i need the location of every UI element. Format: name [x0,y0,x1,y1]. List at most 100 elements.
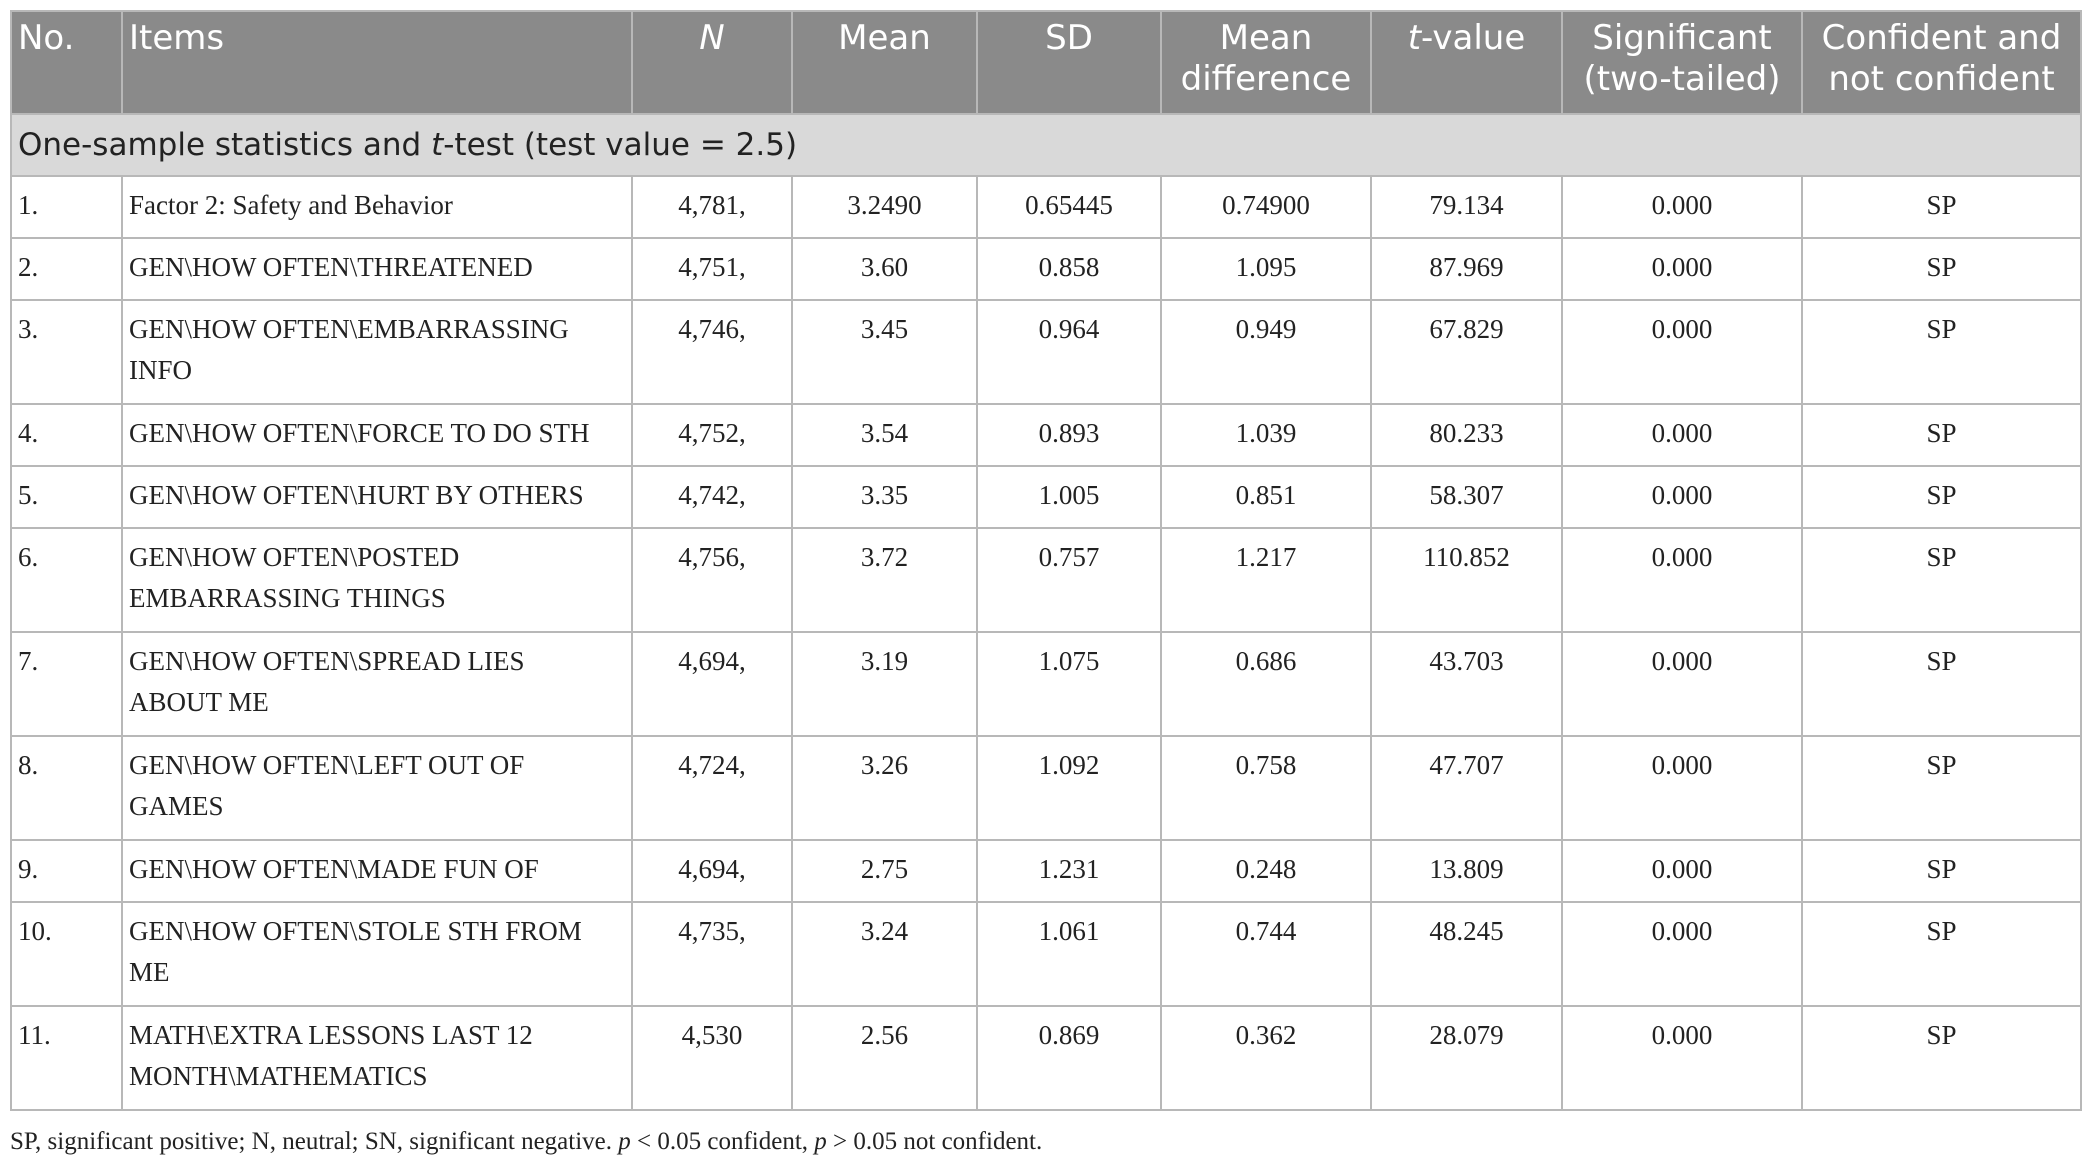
cell-mean-difference: 0.758 [1160,735,1372,841]
cell-sd: 0.858 [976,237,1162,301]
cell-sd: 1.231 [976,839,1162,903]
cell-item-line1: GEN\HOW OFTEN\EMBARRASSING [129,314,569,344]
cell-no: 10. [10,901,123,1007]
cell-significant: 0.000 [1561,175,1803,239]
results-table-container: No. Items N Mean SD Mean difference t-va… [10,10,2082,1111]
cell-t-value: 79.134 [1370,175,1563,239]
header-confident: Confident and not confident [1801,10,2082,115]
cell-sd: 0.869 [976,1005,1162,1111]
cell-item-line1: GEN\HOW OFTEN\SPREAD LIES [129,646,525,676]
cell-item-line2: ME [129,957,170,987]
footnote-p1: p [618,1128,631,1155]
header-t-value-rest: -value [1421,18,1526,58]
cell-mean-difference: 1.217 [1160,527,1372,633]
cell-item-line2: GAMES [129,791,224,821]
cell-significant: 0.000 [1561,403,1803,467]
cell-mean-difference: 0.248 [1160,839,1372,903]
cell-mean-difference: 0.74900 [1160,175,1372,239]
cell-confident: SP [1801,527,2082,633]
section-title-suffix: -test (test value = 2.5) [443,126,798,163]
cell-no: 4. [10,403,123,467]
cell-item: GEN\HOW OFTEN\HURT BY OTHERS [121,465,633,529]
cell-no: 7. [10,631,123,737]
cell-confident: SP [1801,403,2082,467]
footnote-part3: > 0.05 not confident. [826,1128,1043,1155]
cell-item-line2: MONTH\MATHEMATICS [129,1061,428,1091]
cell-significant: 0.000 [1561,465,1803,529]
cell-item: GEN\HOW OFTEN\MADE FUN OF [121,839,633,903]
cell-t-value: 80.233 [1370,403,1563,467]
header-mean-difference: Mean difference [1160,10,1372,115]
cell-item-line2: ABOUT ME [129,687,269,717]
cell-significant: 0.000 [1561,901,1803,1007]
cell-t-value: 87.969 [1370,237,1563,301]
cell-no: 3. [10,299,123,405]
header-row: No. Items N Mean SD Mean difference t-va… [10,10,2082,115]
header-mean: Mean [791,10,978,115]
one-sample-t-test-table: No. Items N Mean SD Mean difference t-va… [10,10,2082,1111]
cell-n: 4,756, [631,527,793,633]
cell-mean: 3.35 [791,465,978,529]
header-mean-difference-line1: Mean [1219,18,1313,58]
cell-confident: SP [1801,465,2082,529]
cell-no: 1. [10,175,123,239]
header-n: N [631,10,793,115]
header-no: No. [10,10,123,115]
cell-t-value: 43.703 [1370,631,1563,737]
cell-no: 2. [10,237,123,301]
cell-significant: 0.000 [1561,237,1803,301]
cell-t-value: 47.707 [1370,735,1563,841]
cell-t-value: 48.245 [1370,901,1563,1007]
header-confident-line1: Confident and [1821,18,2062,58]
cell-sd: 1.061 [976,901,1162,1007]
cell-confident: SP [1801,839,2082,903]
table-row: 5. GEN\HOW OFTEN\HURT BY OTHERS 4,742, 3.35… [10,465,2082,529]
cell-confident: SP [1801,901,2082,1007]
cell-item: GEN\HOW OFTEN\SPREAD LIES ABOUT ME [121,631,633,737]
cell-t-value: 58.307 [1370,465,1563,529]
cell-mean: 3.19 [791,631,978,737]
cell-item-line2: INFO [129,355,193,385]
table-row: 2. GEN\HOW OFTEN\THREATENED 4,751, 3.60 0.85… [10,237,2082,301]
cell-t-value: 28.079 [1370,1005,1563,1111]
header-t-symbol: t [1407,18,1422,58]
cell-no: 5. [10,465,123,529]
cell-no: 9. [10,839,123,903]
cell-mean-difference: 1.095 [1160,237,1372,301]
cell-significant: 0.000 [1561,299,1803,405]
header-significant-line1: Significant [1592,18,1772,58]
cell-t-value: 67.829 [1370,299,1563,405]
cell-n: 4,752, [631,403,793,467]
cell-mean-difference: 0.362 [1160,1005,1372,1111]
table-body: One-sample statistics and t-test (test v… [10,113,2082,1111]
cell-confident: SP [1801,735,2082,841]
cell-item-line1: GEN\HOW OFTEN\FORCE TO DO STH [129,418,590,448]
cell-mean: 3.26 [791,735,978,841]
cell-item: GEN\HOW OFTEN\FORCE TO DO STH [121,403,633,467]
cell-significant: 0.000 [1561,735,1803,841]
cell-item-line1: GEN\HOW OFTEN\HURT BY OTHERS [129,480,584,510]
cell-mean-difference: 1.039 [1160,403,1372,467]
cell-no: 8. [10,735,123,841]
cell-item-line1: GEN\HOW OFTEN\THREATENED [129,252,533,282]
cell-confident: SP [1801,237,2082,301]
cell-item-line1: Factor 2: Safety and Behavior [129,190,453,220]
cell-t-value: 110.852 [1370,527,1563,633]
table-row: 10. GEN\HOW OFTEN\STOLE STH FROM ME 4,735, 3… [10,901,2082,1007]
cell-sd: 0.65445 [976,175,1162,239]
cell-item-line1: GEN\HOW OFTEN\STOLE STH FROM [129,916,582,946]
cell-n: 4,751, [631,237,793,301]
cell-t-value: 13.809 [1370,839,1563,903]
header-sd: SD [976,10,1162,115]
table-row: 9. GEN\HOW OFTEN\MADE FUN OF 4,694, 2.75 1.2… [10,839,2082,903]
cell-n: 4,694, [631,839,793,903]
cell-n: 4,530 [631,1005,793,1111]
cell-item: MATH\EXTRA LESSONS LAST 12 MONTH\MATHEMAT… [121,1005,633,1111]
section-title-prefix: One-sample statistics and [18,126,432,163]
cell-n: 4,694, [631,631,793,737]
cell-mean: 3.54 [791,403,978,467]
header-significant: Significant (two-tailed) [1561,10,1803,115]
table-row: 4. GEN\HOW OFTEN\FORCE TO DO STH 4,752, 3.5… [10,403,2082,467]
table-row: 1. Factor 2: Safety and Behavior 4,781, 3.2… [10,175,2082,239]
cell-mean-difference: 0.744 [1160,901,1372,1007]
